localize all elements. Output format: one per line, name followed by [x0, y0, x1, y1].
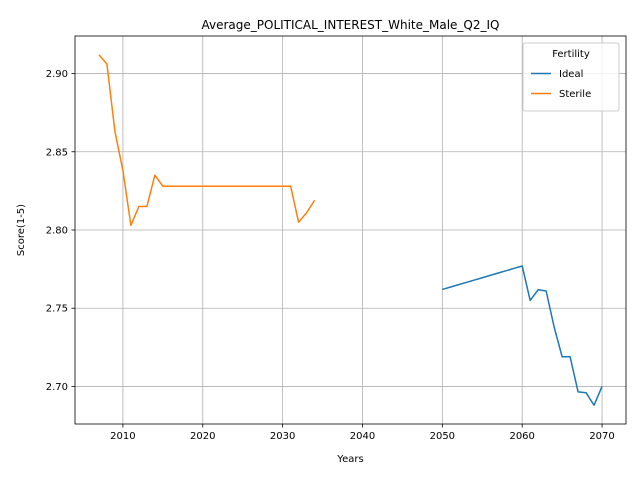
chart-title: Average_POLITICAL_INTEREST_White_Male_Q2…	[201, 18, 499, 32]
y-tick-label: 2.85	[46, 147, 68, 158]
legend-label-sterile: Sterile	[559, 89, 591, 100]
x-tick-label: 2040	[350, 431, 375, 442]
y-tick-label: 2.70	[46, 382, 68, 393]
x-tick-label: 2060	[509, 431, 534, 442]
x-tick-label: 2010	[110, 431, 135, 442]
y-tick-label: 2.90	[46, 69, 68, 80]
y-tick-label: 2.80	[46, 226, 68, 237]
legend-label-ideal: Ideal	[559, 69, 583, 80]
series-lines	[98, 54, 603, 406]
x-tick-label: 2020	[190, 431, 215, 442]
x-axis-label: Years	[336, 454, 363, 465]
y-axis-label: Score(1-5)	[16, 204, 27, 256]
y-tick-label: 2.75	[46, 304, 68, 315]
legend: Fertility Ideal Sterile	[522, 42, 620, 112]
x-tick-label: 2070	[589, 431, 614, 442]
legend-title: Fertility	[552, 49, 590, 60]
axis-ticks: 2010 2020 2030 2040 2050 2060 2070 2.70 2.75 2.80…	[46, 69, 615, 442]
series-line-ideal	[442, 265, 603, 406]
series-line-sterile	[98, 54, 316, 227]
grid	[75, 36, 626, 424]
x-tick-label: 2050	[430, 431, 455, 442]
x-tick-label: 2030	[270, 431, 295, 442]
